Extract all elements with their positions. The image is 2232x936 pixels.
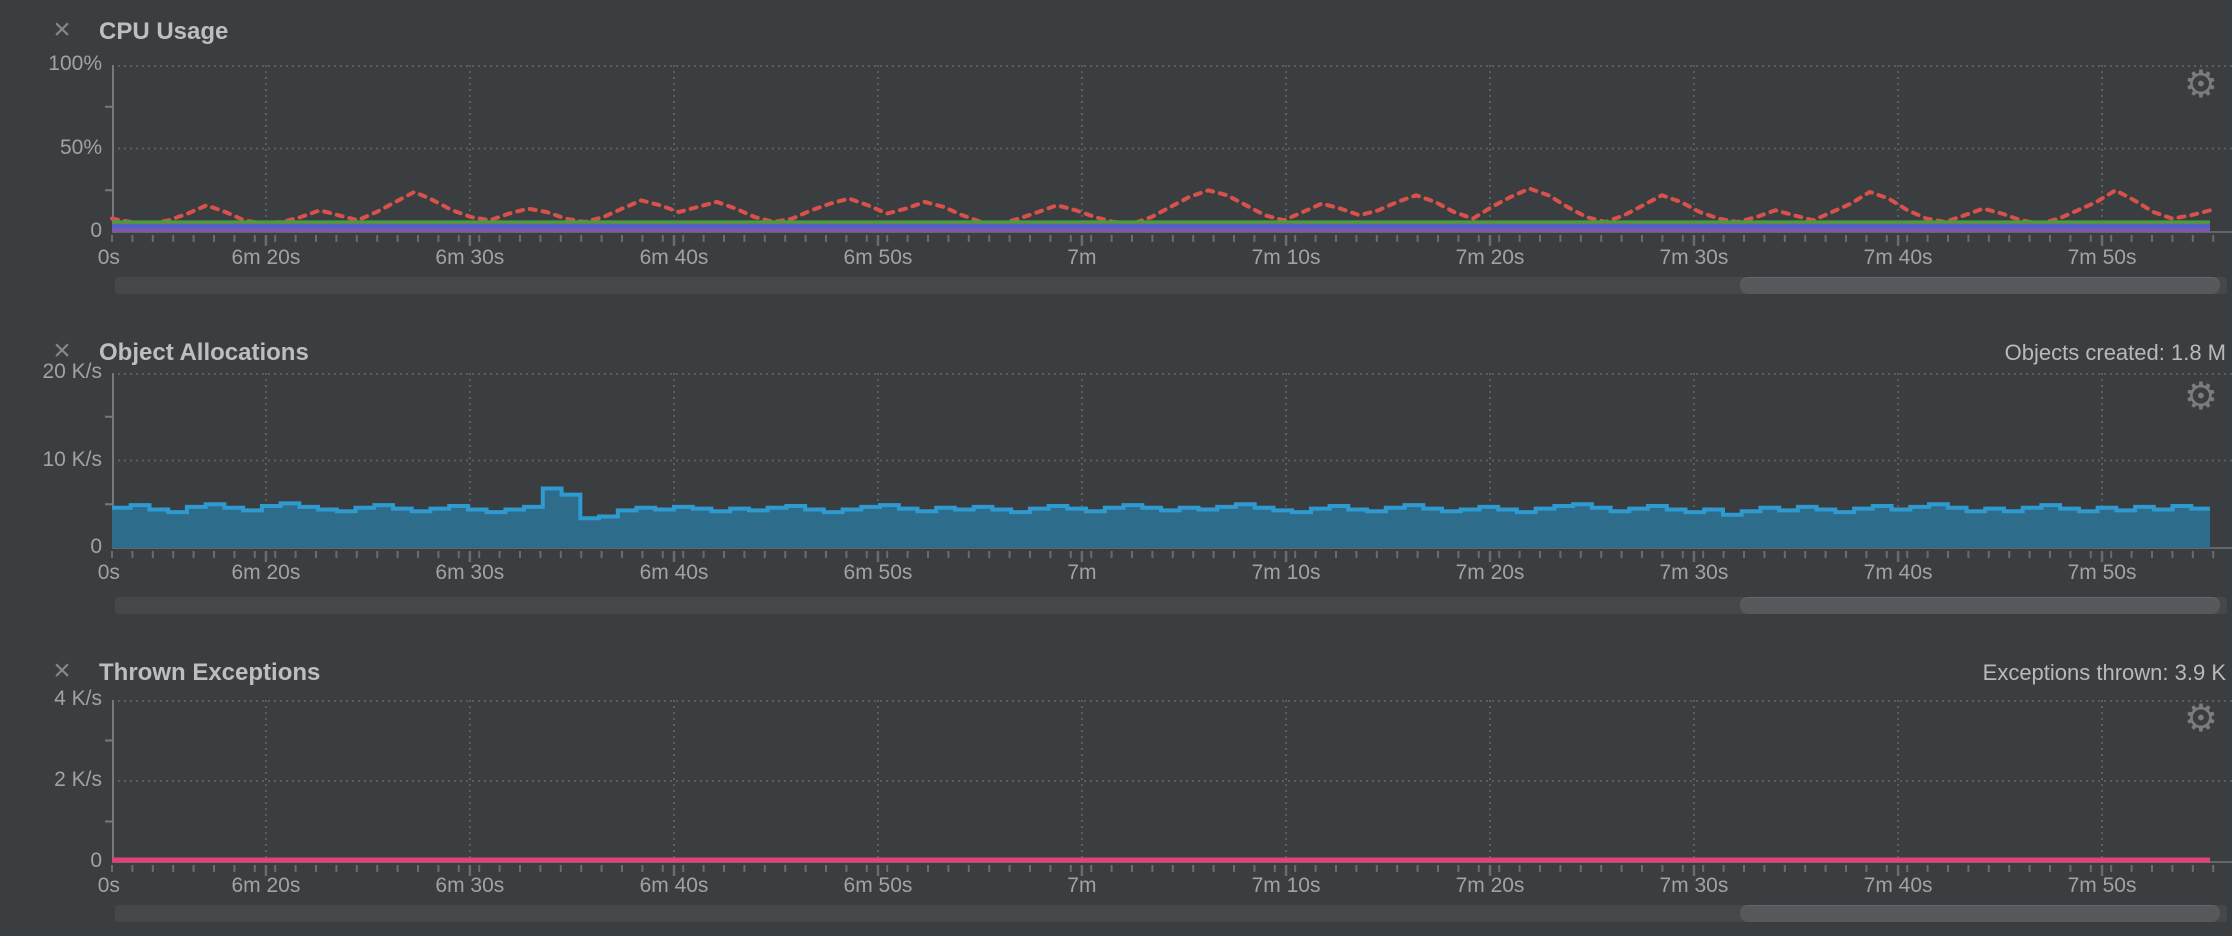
- x-axis-label: 7m: [1067, 874, 1097, 897]
- x-axis-label: 6m 30s: [435, 874, 505, 897]
- h-scrollbar-thumb[interactable]: [1740, 905, 2220, 922]
- panel-title: Thrown Exceptions: [99, 659, 321, 686]
- x-axis-label: 7m 50s: [2067, 246, 2137, 269]
- panel-title: Object Allocations: [99, 339, 309, 366]
- y-axis-label: 0: [90, 535, 102, 558]
- x-axis-label: 6m 40s: [639, 561, 709, 584]
- x-axis: 0s 6m 20s 6m 30s 6m 40s 6m 50s 7m 7m 10s 7m 20s…: [0, 874, 2232, 902]
- close-icon[interactable]: ×: [53, 13, 71, 46]
- x-axis-label: 6m 30s: [435, 561, 505, 584]
- y-axis: 20 K/s 10 K/s 0: [0, 320, 110, 620]
- x-axis-label: 7m: [1067, 561, 1097, 584]
- x-axis-label: 7m 10s: [1251, 561, 1321, 584]
- h-scrollbar[interactable]: [115, 277, 2227, 294]
- x-axis-label: 7m 20s: [1455, 246, 1525, 269]
- x-axis-label: 0s: [97, 874, 120, 897]
- x-axis-label: 7m 20s: [1455, 874, 1525, 897]
- x-axis-label: 7m 40s: [1863, 246, 1933, 269]
- h-scrollbar-thumb[interactable]: [1740, 277, 2220, 294]
- y-axis-label: 100%: [48, 52, 102, 75]
- x-axis-label: 7m 10s: [1251, 874, 1321, 897]
- x-axis-label: 6m 20s: [231, 246, 301, 269]
- x-axis-label: 6m 50s: [843, 874, 913, 897]
- exceptions-thrown-stat: Exceptions thrown: 3.9 K: [1982, 660, 2226, 685]
- x-axis-label: 7m 10s: [1251, 246, 1321, 269]
- panel-title: CPU Usage: [99, 18, 229, 45]
- y-axis-label: 10 K/s: [42, 447, 102, 471]
- y-axis-label: 0: [90, 849, 102, 872]
- y-axis-label: 20 K/s: [42, 360, 102, 383]
- x-axis-label: 7m 30s: [1659, 874, 1729, 897]
- x-axis-label: 7m 50s: [2067, 561, 2137, 584]
- gear-icon[interactable]: ⚙: [2183, 376, 2218, 418]
- x-axis-label: 0s: [97, 246, 120, 269]
- x-axis-label: 7m 20s: [1455, 561, 1525, 584]
- x-axis-label: 7m 40s: [1863, 874, 1933, 897]
- y-axis: 4 K/s 2 K/s 0: [0, 648, 110, 936]
- y-axis-label: 2 K/s: [54, 768, 102, 791]
- cpu-usage-panel: × CPU Usage 100% 50% 0 0s 6m 20s 6m 30s 6m 40…: [0, 0, 2232, 312]
- cpu-usage-dotted-red: [110, 186, 2212, 226]
- thrown-exceptions-chart[interactable]: [0, 700, 2232, 878]
- y-axis: 100% 50% 0: [0, 0, 110, 312]
- y-axis-label: 4 K/s: [54, 687, 102, 710]
- x-axis-label: 6m 50s: [843, 246, 913, 269]
- x-axis-label: 7m 50s: [2067, 874, 2137, 897]
- object-allocations-chart[interactable]: [0, 373, 2232, 564]
- close-icon[interactable]: ×: [53, 334, 71, 367]
- gear-icon[interactable]: ⚙: [2183, 64, 2218, 106]
- x-axis-label: 6m 20s: [231, 561, 301, 584]
- object-allocations-panel: × Object Allocations Objects created: 1.…: [0, 320, 2232, 620]
- x-axis-label: 7m 30s: [1659, 246, 1729, 269]
- close-icon[interactable]: ×: [53, 654, 71, 687]
- x-axis-label: 6m 40s: [639, 874, 709, 897]
- x-axis-label: 6m 50s: [843, 561, 913, 584]
- object-allocations-step-line: [112, 486, 2210, 521]
- h-scrollbar[interactable]: [115, 597, 2227, 614]
- cpu-usage-chart[interactable]: [0, 65, 2232, 248]
- y-axis-label: 0: [90, 219, 102, 242]
- h-scrollbar-thumb[interactable]: [1740, 597, 2220, 614]
- thrown-exceptions-panel: × Thrown Exceptions Exceptions thrown: 3…: [0, 648, 2232, 936]
- x-axis-label: 7m 40s: [1863, 561, 1933, 584]
- h-scrollbar[interactable]: [115, 905, 2227, 922]
- x-axis-label: 7m 30s: [1659, 561, 1729, 584]
- x-axis-label: 7m: [1067, 246, 1097, 269]
- gear-icon[interactable]: ⚙: [2183, 698, 2218, 740]
- x-axis-label: 6m 40s: [639, 246, 709, 269]
- objects-created-stat: Objects created: 1.8 M: [2004, 340, 2226, 365]
- x-axis-label: 0s: [97, 561, 120, 584]
- object-allocations-step-fill: [112, 488, 2210, 548]
- x-axis: 0s 6m 20s 6m 30s 6m 40s 6m 50s 7m 7m 10s 7m 20s…: [0, 246, 2232, 274]
- x-axis-label: 6m 20s: [231, 874, 301, 897]
- x-axis: 0s 6m 20s 6m 30s 6m 40s 6m 50s 7m 7m 10s 7m 20s…: [0, 561, 2232, 589]
- x-axis-label: 6m 30s: [435, 246, 505, 269]
- y-axis-label: 50%: [59, 135, 102, 159]
